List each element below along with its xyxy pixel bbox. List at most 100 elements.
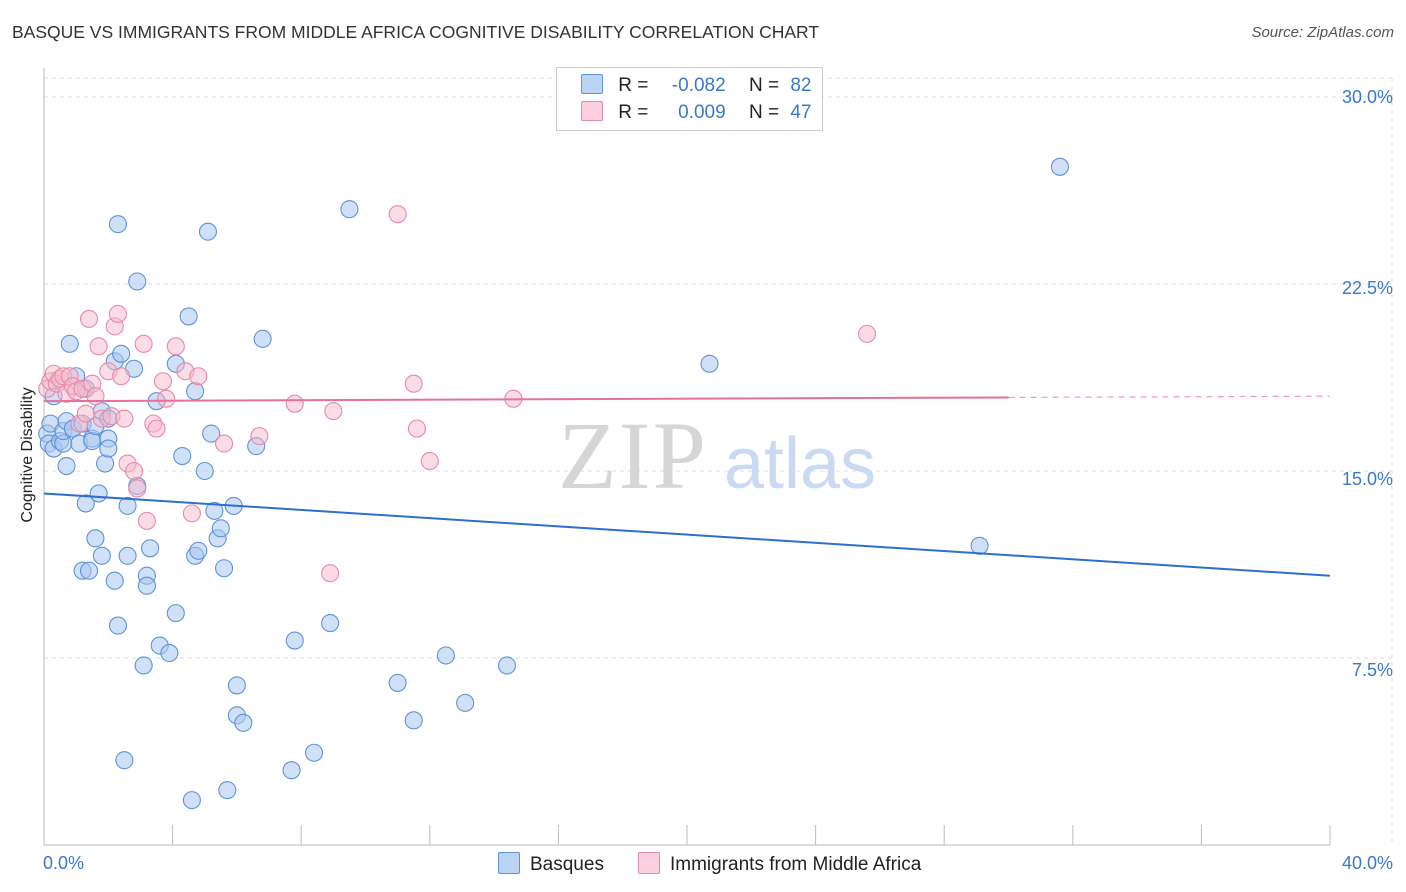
- legend-r-label: R =: [618, 75, 649, 96]
- axes: [43, 68, 1331, 846]
- basques-point: [105, 571, 124, 590]
- immigrants-trend-extension: [1008, 395, 1331, 399]
- legend-r-value: -0.082: [671, 75, 726, 96]
- immigrants-point: [134, 334, 153, 353]
- immigrants-point: [321, 564, 340, 583]
- immigrants-point: [407, 419, 426, 438]
- basques-point: [198, 222, 218, 241]
- chart-title: BASQUE VS IMMIGRANTS FROM MIDDLE AFRICA …: [12, 22, 820, 42]
- basques-point: [76, 494, 95, 513]
- basques-point: [253, 329, 272, 348]
- basques-point: [195, 461, 214, 481]
- immigrants-point: [324, 402, 343, 421]
- legend-label-basques: Basques: [530, 854, 604, 875]
- basques-point: [166, 604, 185, 623]
- immigrants-point: [420, 451, 439, 471]
- immigrants-point: [404, 374, 423, 393]
- x-tick-label-max: 40.0%: [1341, 853, 1393, 873]
- y-tick-label-15: 15.0%: [1341, 469, 1393, 489]
- immigrants-point: [250, 427, 269, 446]
- immigrants-points: [38, 205, 877, 583]
- legend-swatch-blue: [581, 74, 603, 94]
- immigrants-point: [153, 372, 173, 391]
- immigrants-point: [86, 387, 105, 406]
- basques-point: [86, 529, 105, 548]
- immigrants-point: [166, 337, 185, 356]
- legend-swatch-pink: [638, 852, 660, 874]
- basques-point: [179, 307, 198, 326]
- legend-n-label: N =: [748, 75, 780, 96]
- basques-point: [234, 713, 253, 732]
- basques-point: [214, 559, 234, 578]
- legend-swatch-pink: [581, 101, 603, 121]
- basques-point: [211, 519, 230, 538]
- immigrants-point: [79, 309, 99, 328]
- basques-point: [202, 424, 221, 443]
- y-tick-label-30: 30.0%: [1341, 87, 1393, 107]
- basques-point: [182, 791, 201, 810]
- basques-point: [700, 354, 719, 373]
- basques-point: [456, 693, 475, 712]
- immigrants-point: [128, 479, 147, 498]
- basques-point: [282, 761, 301, 780]
- immigrants-point: [157, 389, 176, 408]
- basques-point: [108, 215, 127, 234]
- immigrants-point: [115, 409, 134, 428]
- y-tick-label-22-5: 22.5%: [1341, 278, 1393, 298]
- immigrants-point: [857, 324, 877, 343]
- basques-point: [227, 676, 246, 695]
- basques-point: [99, 439, 118, 458]
- basques-trend-line: [43, 492, 1331, 577]
- legend-label-immigrants: Immigrants from Middle Africa: [670, 854, 922, 875]
- basques-point: [137, 576, 156, 595]
- watermark-zip: ZIP: [558, 402, 708, 509]
- basques-point: [128, 272, 147, 291]
- immigrants-point: [147, 419, 166, 438]
- legend-n-value: 47: [790, 102, 812, 123]
- basques-point: [340, 200, 359, 219]
- immigrants-point: [182, 504, 201, 523]
- basques-point: [436, 646, 455, 665]
- basques-point: [134, 656, 153, 675]
- basques-point: [89, 484, 108, 503]
- legend-item-immigrants: Immigrants from Middle Africa: [638, 852, 921, 876]
- immigrants-point: [189, 367, 208, 386]
- basques-point: [60, 334, 79, 353]
- legend-item-basques: Basques: [498, 852, 604, 876]
- legend-r-label: R =: [618, 102, 649, 123]
- immigrants-point: [112, 367, 131, 386]
- basques-point: [79, 561, 99, 580]
- basques-point: [118, 496, 137, 515]
- immigrants-trend-line: [43, 396, 1009, 403]
- legend-n-value: 82: [790, 75, 812, 96]
- basques-point: [108, 616, 127, 635]
- legend-n-label: N =: [748, 102, 780, 123]
- basques-point: [218, 781, 237, 800]
- basques-point: [186, 382, 205, 401]
- immigrants-point: [108, 304, 127, 323]
- y-tick-label-7-5: 7.5%: [1351, 660, 1393, 680]
- basques-point: [321, 614, 340, 633]
- immigrants-point: [89, 337, 108, 356]
- immigrants-point: [214, 434, 234, 453]
- immigrants-point: [124, 461, 144, 481]
- basques-point: [92, 546, 111, 565]
- immigrants-point: [137, 511, 156, 530]
- watermark: ZIP atlas: [558, 402, 876, 509]
- source-credit: Source: ZipAtlas.com: [1251, 24, 1394, 41]
- basques-point: [96, 454, 115, 473]
- correlation-legend: R = -0.082 N = 82 R = 0.009 N = 47: [556, 67, 823, 131]
- basques-point: [189, 541, 208, 560]
- basques-point: [305, 743, 324, 762]
- basques-point: [285, 631, 304, 650]
- basques-point: [83, 432, 102, 451]
- basques-point: [1050, 157, 1069, 176]
- basques-point: [205, 501, 224, 520]
- immigrants-point: [285, 394, 304, 413]
- legend-row-immigrants: R = 0.009 N = 47: [581, 101, 811, 127]
- trend-lines: [43, 395, 1331, 577]
- basques-point: [112, 344, 131, 363]
- basques-point: [173, 446, 192, 466]
- x-tick-label-min: 0.0%: [43, 853, 85, 873]
- legend-swatch-blue: [498, 852, 520, 874]
